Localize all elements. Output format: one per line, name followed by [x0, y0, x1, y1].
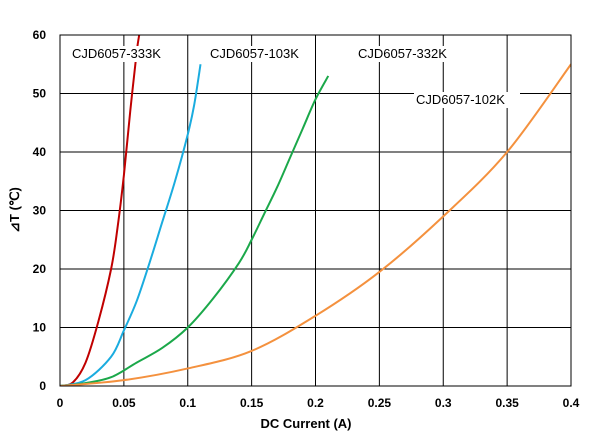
y-tick-label: 50 [33, 87, 47, 101]
x-tick-label: 0.25 [368, 396, 392, 410]
y-axis-title: ⊿T (℃) [7, 187, 22, 233]
x-tick-label: 0.15 [240, 396, 264, 410]
series-lines [60, 35, 571, 386]
series-label-333k: CJD6057-333K [72, 46, 161, 61]
series-label-background [356, 46, 462, 62]
y-tick-label: 40 [33, 145, 47, 159]
x-tick-label: 0.4 [563, 396, 580, 410]
series-label-background [208, 46, 314, 62]
series-line-102k [60, 63, 571, 386]
series-labels: CJD6057-333K CJD6057-103K CJD6057-332K CJD6… [70, 46, 520, 108]
series-label-background [414, 92, 520, 108]
x-tick-label: 0.35 [495, 396, 519, 410]
x-tick-label: 0.2 [307, 396, 324, 410]
series-label-102k: CJD6057-102K [416, 92, 505, 107]
tick-labels: 0 0.05 0.1 0.15 0.2 0.25 0.3 0.35 0.4 0 10 20 30 40 50… [33, 28, 580, 410]
x-tick-label: 0 [57, 396, 64, 410]
x-tick-label: 0.05 [112, 396, 136, 410]
y-tick-label: 0 [39, 379, 46, 393]
series-line-332k [60, 75, 330, 386]
y-tick-label: 20 [33, 262, 47, 276]
series-label-background [70, 46, 176, 62]
grid-lines [60, 35, 571, 386]
x-tick-label: 0.1 [179, 396, 196, 410]
y-tick-label: 10 [33, 321, 47, 335]
x-tick-label: 0.3 [435, 396, 452, 410]
series-label-103k: CJD6057-103K [210, 46, 299, 61]
x-axis-title: DC Current (A) [261, 416, 352, 431]
series-line-103k [60, 64, 202, 386]
plot-frame [59, 34, 572, 387]
y-tick-label: 30 [33, 204, 47, 218]
y-tick-label: 60 [33, 28, 47, 42]
series-label-332k: CJD6057-332K [358, 46, 447, 61]
series-line-333k [60, 35, 141, 386]
